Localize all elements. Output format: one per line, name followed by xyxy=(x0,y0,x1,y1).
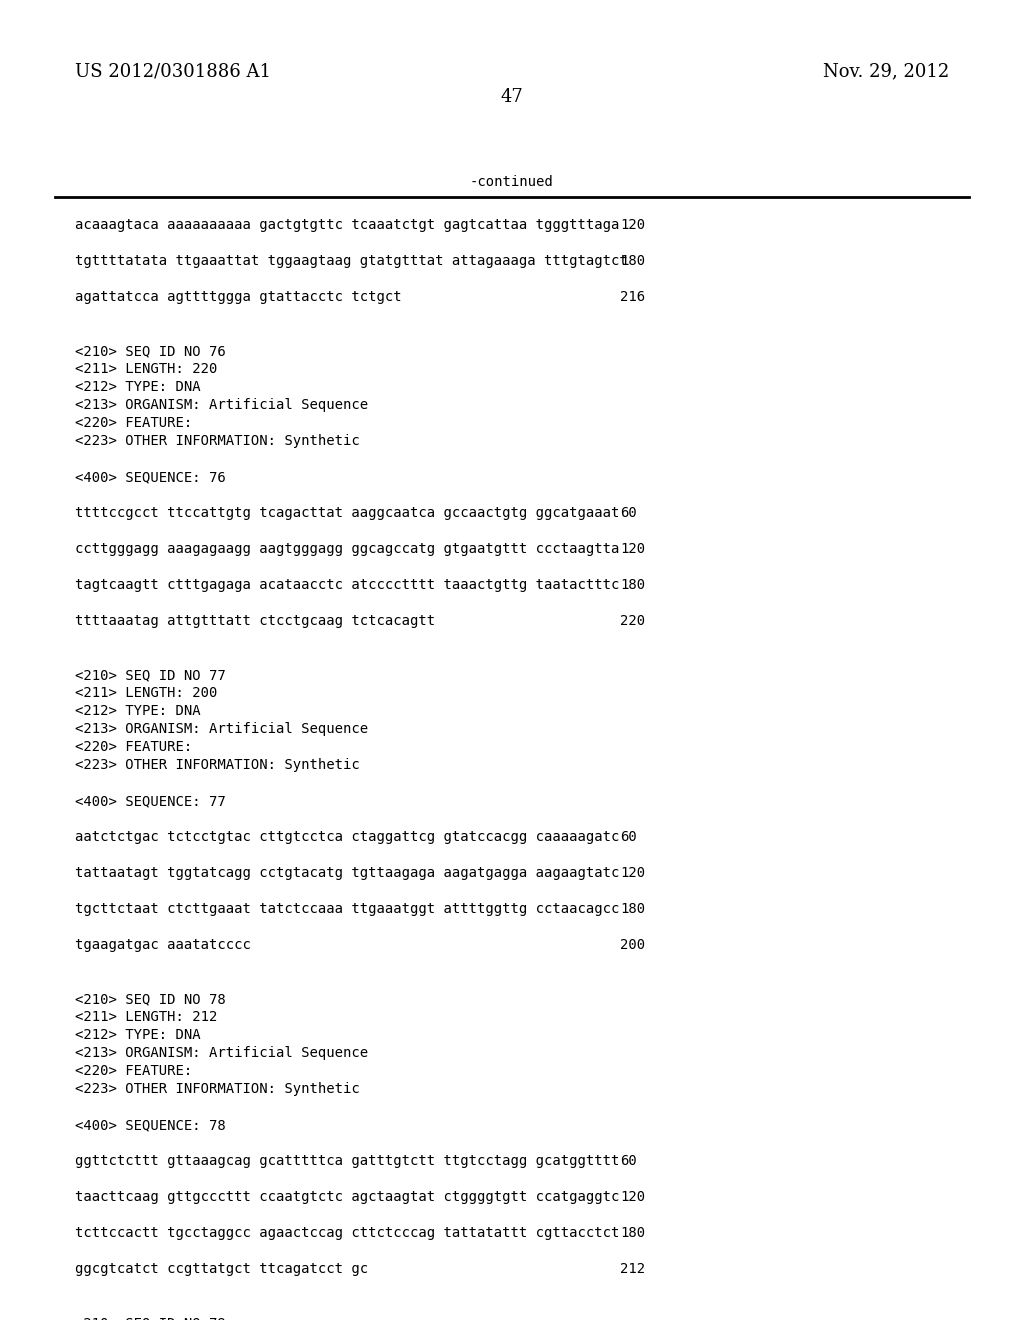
Text: acaaagtaca aaaaaaaaaa gactgtgttc tcaaatctgt gagtcattaa tgggtttaga: acaaagtaca aaaaaaaaaa gactgtgttc tcaaatc… xyxy=(75,218,620,232)
Text: <220> FEATURE:: <220> FEATURE: xyxy=(75,416,193,430)
Text: <400> SEQUENCE: 77: <400> SEQUENCE: 77 xyxy=(75,795,225,808)
Text: <400> SEQUENCE: 76: <400> SEQUENCE: 76 xyxy=(75,470,225,484)
Text: tgttttatata ttgaaattat tggaagtaag gtatgtttat attagaaaga tttgtagtct: tgttttatata ttgaaattat tggaagtaag gtatgt… xyxy=(75,253,628,268)
Text: 120: 120 xyxy=(620,866,645,880)
Text: <211> LENGTH: 200: <211> LENGTH: 200 xyxy=(75,686,217,700)
Text: <210> SEQ ID NO 77: <210> SEQ ID NO 77 xyxy=(75,668,225,682)
Text: ggttctcttt gttaaagcag gcatttttca gatttgtctt ttgtcctagg gcatggtttt: ggttctcttt gttaaagcag gcatttttca gatttgt… xyxy=(75,1154,620,1168)
Text: tagtcaagtt ctttgagaga acataacctc atcccctttt taaactgttg taatactttc: tagtcaagtt ctttgagaga acataacctc atcccct… xyxy=(75,578,620,591)
Text: <213> ORGANISM: Artificial Sequence: <213> ORGANISM: Artificial Sequence xyxy=(75,722,368,737)
Text: 180: 180 xyxy=(620,1226,645,1239)
Text: <212> TYPE: DNA: <212> TYPE: DNA xyxy=(75,1028,201,1041)
Text: taacttcaag gttgcccttt ccaatgtctc agctaagtat ctggggtgtt ccatgaggtc: taacttcaag gttgcccttt ccaatgtctc agctaag… xyxy=(75,1191,620,1204)
Text: <223> OTHER INFORMATION: Synthetic: <223> OTHER INFORMATION: Synthetic xyxy=(75,434,359,447)
Text: <400> SEQUENCE: 78: <400> SEQUENCE: 78 xyxy=(75,1118,225,1133)
Text: tgaagatgac aaatatcccc: tgaagatgac aaatatcccc xyxy=(75,939,251,952)
Text: 47: 47 xyxy=(501,88,523,106)
Text: 180: 180 xyxy=(620,578,645,591)
Text: <213> ORGANISM: Artificial Sequence: <213> ORGANISM: Artificial Sequence xyxy=(75,399,368,412)
Text: 120: 120 xyxy=(620,218,645,232)
Text: tattaatagt tggtatcagg cctgtacatg tgttaagaga aagatgagga aagaagtatc: tattaatagt tggtatcagg cctgtacatg tgttaag… xyxy=(75,866,620,880)
Text: <210> SEQ ID NO 76: <210> SEQ ID NO 76 xyxy=(75,345,225,358)
Text: <210> SEQ ID NO 79: <210> SEQ ID NO 79 xyxy=(75,1316,225,1320)
Text: 220: 220 xyxy=(620,614,645,628)
Text: ttttccgcct ttccattgtg tcagacttat aaggcaatca gccaactgtg ggcatgaaat: ttttccgcct ttccattgtg tcagacttat aaggcaa… xyxy=(75,506,620,520)
Text: Nov. 29, 2012: Nov. 29, 2012 xyxy=(822,62,949,81)
Text: <211> LENGTH: 220: <211> LENGTH: 220 xyxy=(75,362,217,376)
Text: 60: 60 xyxy=(620,506,637,520)
Text: 212: 212 xyxy=(620,1262,645,1276)
Text: <212> TYPE: DNA: <212> TYPE: DNA xyxy=(75,704,201,718)
Text: 120: 120 xyxy=(620,1191,645,1204)
Text: <220> FEATURE:: <220> FEATURE: xyxy=(75,741,193,754)
Text: <212> TYPE: DNA: <212> TYPE: DNA xyxy=(75,380,201,393)
Text: 180: 180 xyxy=(620,902,645,916)
Text: US 2012/0301886 A1: US 2012/0301886 A1 xyxy=(75,62,271,81)
Text: ccttgggagg aaagagaagg aagtgggagg ggcagccatg gtgaatgttt ccctaagtta: ccttgggagg aaagagaagg aagtgggagg ggcagcc… xyxy=(75,543,620,556)
Text: <210> SEQ ID NO 78: <210> SEQ ID NO 78 xyxy=(75,993,225,1006)
Text: <220> FEATURE:: <220> FEATURE: xyxy=(75,1064,193,1078)
Text: ggcgtcatct ccgttatgct ttcagatcct gc: ggcgtcatct ccgttatgct ttcagatcct gc xyxy=(75,1262,368,1276)
Text: <223> OTHER INFORMATION: Synthetic: <223> OTHER INFORMATION: Synthetic xyxy=(75,1082,359,1096)
Text: 216: 216 xyxy=(620,290,645,304)
Text: -continued: -continued xyxy=(470,176,554,189)
Text: tcttccactt tgcctaggcc agaactccag cttctcccag tattatattt cgttacctct: tcttccactt tgcctaggcc agaactccag cttctcc… xyxy=(75,1226,620,1239)
Text: 180: 180 xyxy=(620,253,645,268)
Text: agattatcca agttttggga gtattacctc tctgct: agattatcca agttttggga gtattacctc tctgct xyxy=(75,290,401,304)
Text: 60: 60 xyxy=(620,830,637,843)
Text: tgcttctaat ctcttgaaat tatctccaaa ttgaaatggt attttggttg cctaacagcc: tgcttctaat ctcttgaaat tatctccaaa ttgaaat… xyxy=(75,902,620,916)
Text: aatctctgac tctcctgtac cttgtcctca ctaggattcg gtatccacgg caaaaagatc: aatctctgac tctcctgtac cttgtcctca ctaggat… xyxy=(75,830,620,843)
Text: 200: 200 xyxy=(620,939,645,952)
Text: <223> OTHER INFORMATION: Synthetic: <223> OTHER INFORMATION: Synthetic xyxy=(75,758,359,772)
Text: 120: 120 xyxy=(620,543,645,556)
Text: <213> ORGANISM: Artificial Sequence: <213> ORGANISM: Artificial Sequence xyxy=(75,1045,368,1060)
Text: <211> LENGTH: 212: <211> LENGTH: 212 xyxy=(75,1010,217,1024)
Text: ttttaaatag attgtttatt ctcctgcaag tctcacagtt: ttttaaatag attgtttatt ctcctgcaag tctcaca… xyxy=(75,614,435,628)
Text: 60: 60 xyxy=(620,1154,637,1168)
